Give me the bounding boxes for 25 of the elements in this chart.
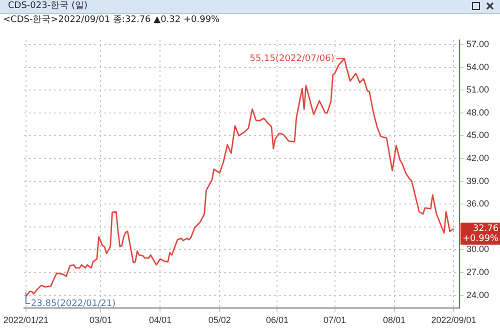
x-tick-label: 06/01 bbox=[266, 315, 288, 326]
x-tick-label: 2022/01/21 bbox=[3, 315, 48, 326]
x-tick-label: 05/02 bbox=[208, 315, 231, 326]
y-tick-label: 51.00 bbox=[466, 84, 490, 95]
y-tick-label: 54.00 bbox=[466, 62, 490, 72]
text: +0.99% bbox=[462, 234, 500, 244]
y-tick-label: 24.00 bbox=[466, 290, 490, 300]
text: 32.76 bbox=[472, 224, 499, 234]
y-tick-label: 30.00 bbox=[466, 244, 490, 254]
x-tick-label: 07/01 bbox=[324, 315, 346, 326]
x-tick-label: 04/01 bbox=[148, 315, 172, 326]
chart-subtitle: <CDS-한국>2022/09/01 종:32.76 ▲0.32 +0.99% bbox=[3, 15, 220, 26]
chart-title: CDS-023-한국 (일) bbox=[8, 0, 88, 13]
annotation: 55.15(2022/07/06) bbox=[250, 54, 334, 64]
y-tick-label: 57.00 bbox=[466, 39, 490, 50]
y-tick-label: 27.00 bbox=[466, 266, 490, 277]
y-tick-label: 39.00 bbox=[466, 176, 490, 186]
y-tick-label: 45.00 bbox=[466, 130, 490, 140]
annotation: 23.85(2022/01/21) bbox=[30, 298, 116, 309]
y-tick-label: 42.00 bbox=[466, 153, 490, 164]
x-tick-label: 03/01 bbox=[89, 315, 112, 326]
y-tick-label: 48.00 bbox=[466, 107, 490, 118]
x-tick-label: 08/01 bbox=[382, 315, 406, 326]
y-tick-label: 36.00 bbox=[466, 198, 490, 209]
x-tick-label: 2022/09/01 bbox=[431, 315, 476, 326]
